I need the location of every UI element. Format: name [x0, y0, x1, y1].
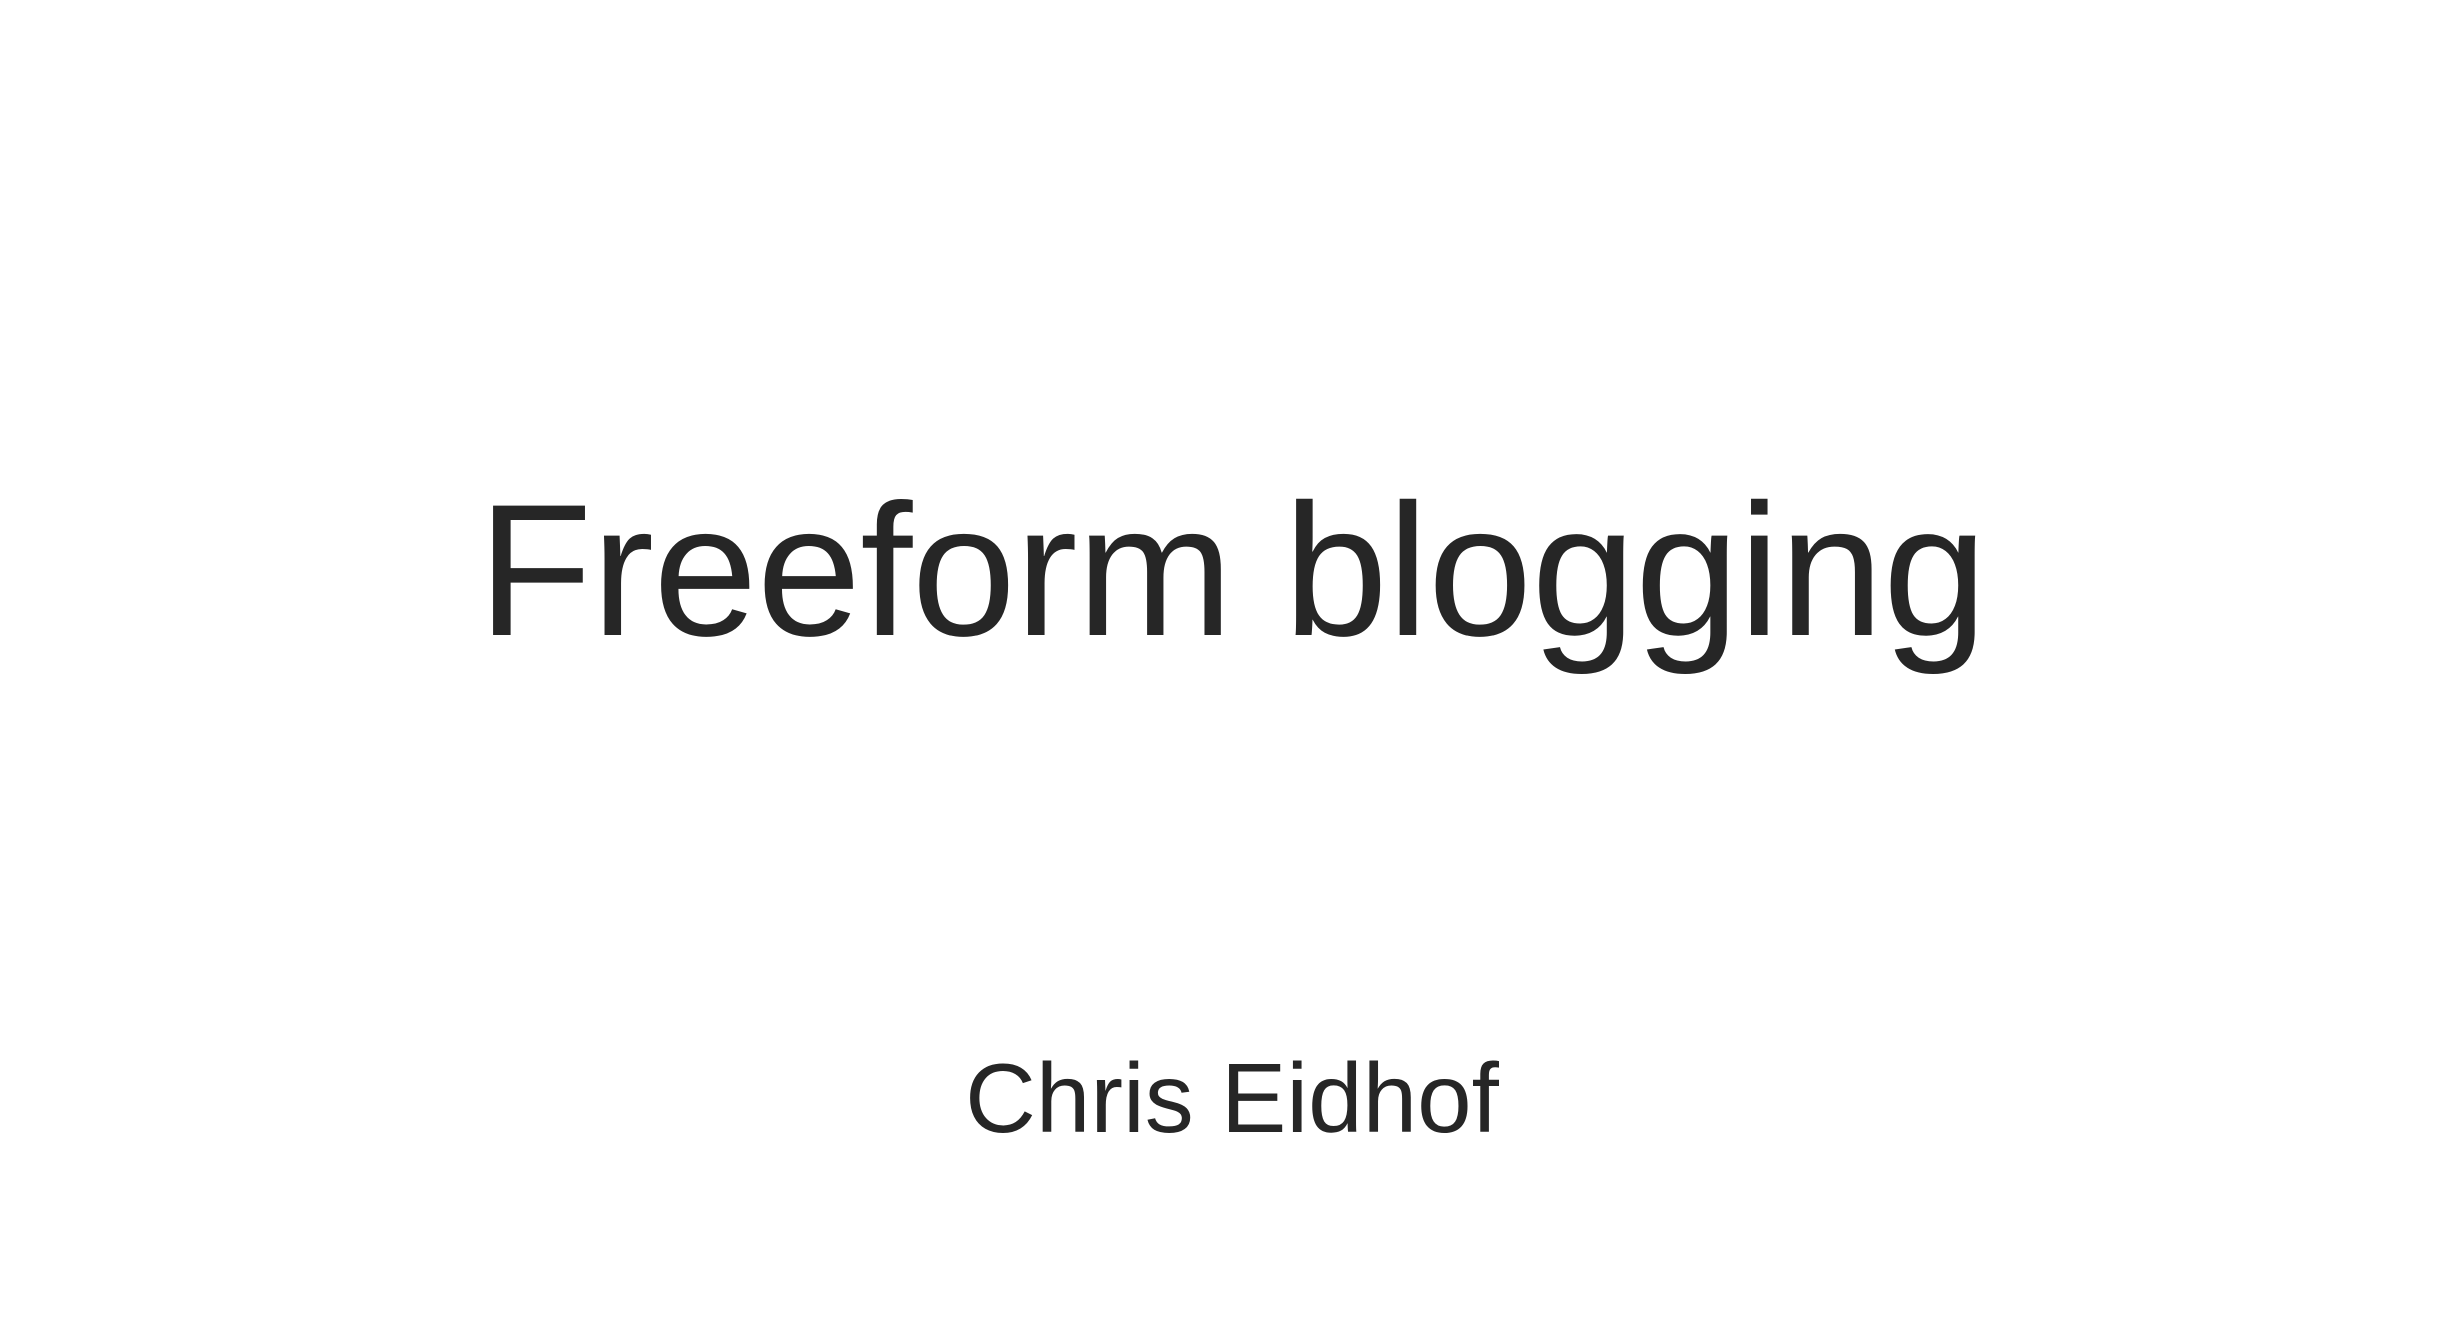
slide-title: Freeform blogging	[477, 465, 1988, 675]
slide-author: Chris Eidhof	[965, 1043, 1499, 1153]
